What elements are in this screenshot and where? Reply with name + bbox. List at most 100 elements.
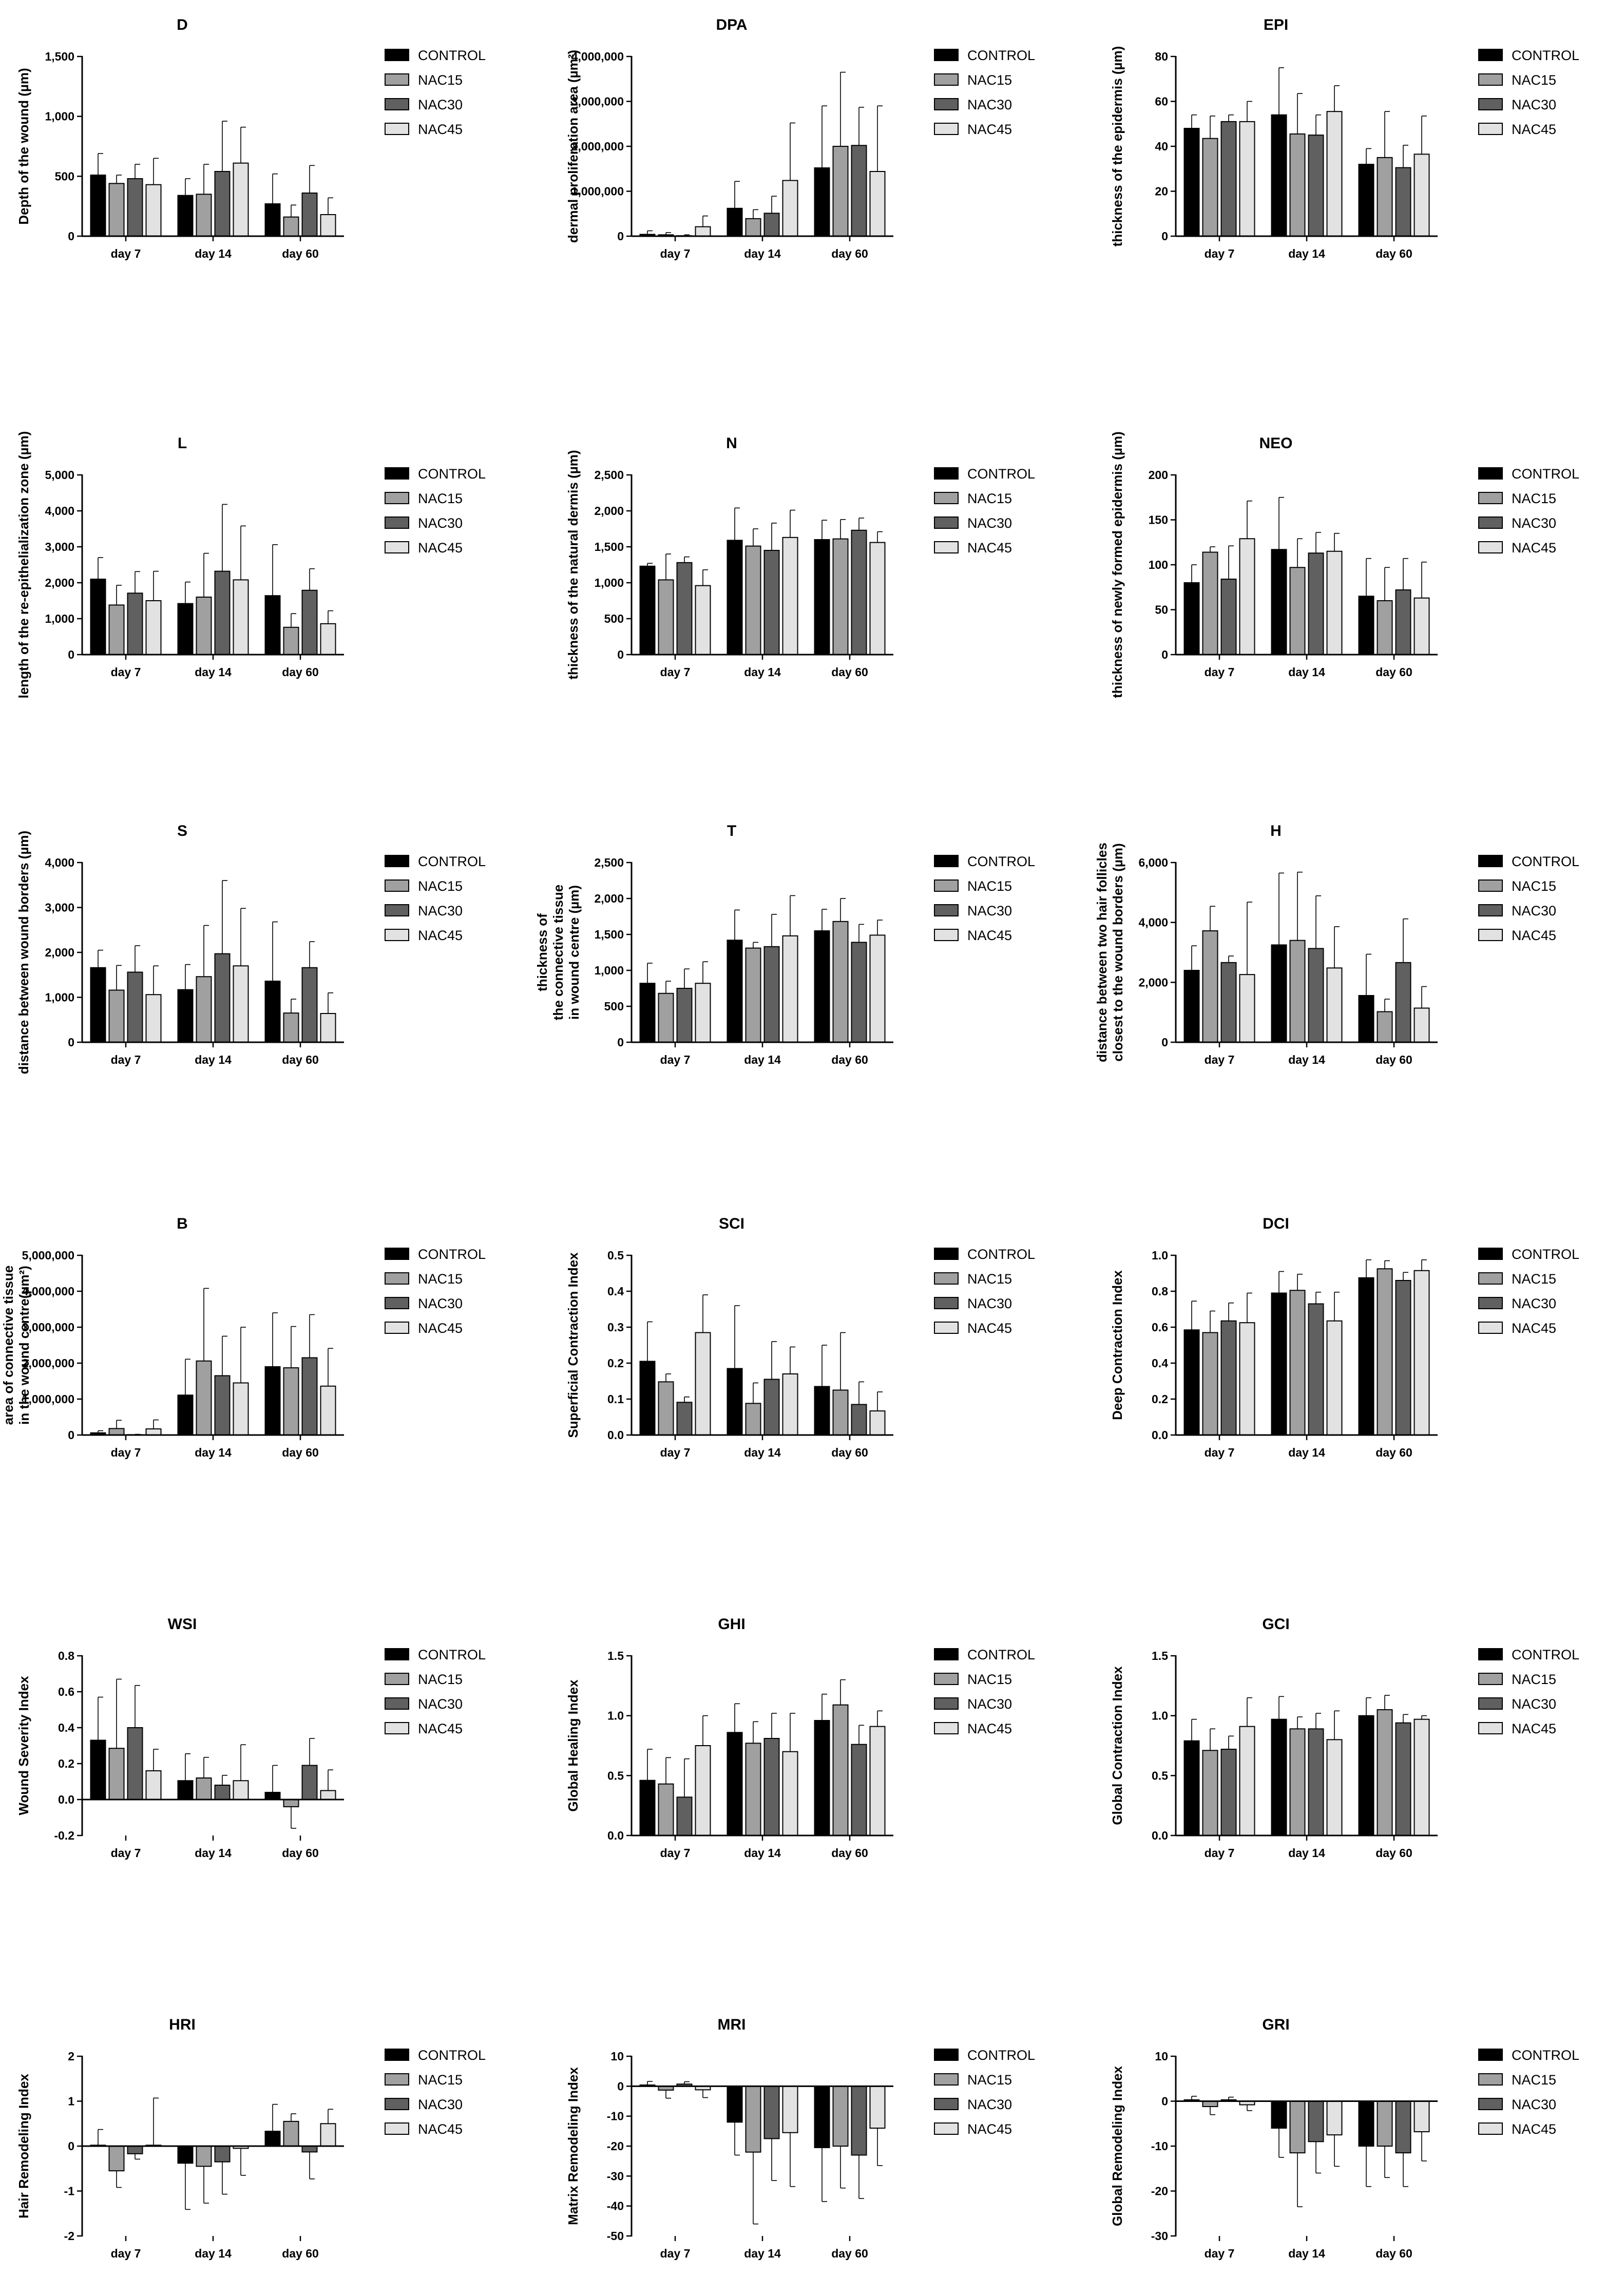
bar-nac45-day-60 [320, 2123, 336, 2147]
bar-nac30-day-14 [214, 2146, 231, 2163]
x-tick-label: day 14 [744, 2247, 781, 2260]
bar-nac15-day-60 [832, 921, 849, 1043]
y-tick-label: 0.3 [607, 1321, 624, 1334]
bar-nac30-day-60 [1395, 589, 1411, 655]
bar-nac45-day-14 [782, 180, 798, 237]
y-tick-label: 1,500 [594, 540, 624, 553]
legend-swatch-nac15 [385, 2073, 409, 2086]
legend-label-nac30: NAC30 [1512, 2097, 1556, 2112]
legend-swatch-control [385, 49, 409, 61]
y-tick-label: 0.5 [1152, 1769, 1168, 1782]
panel-title: L [178, 435, 187, 452]
y-tick-label: 0.4 [58, 1721, 74, 1734]
legend-swatch-control [1478, 1648, 1503, 1660]
bar-nac45-day-7 [145, 1770, 162, 1800]
bar-control-day-14 [177, 1394, 194, 1436]
panel-title: SCI [719, 1215, 744, 1232]
y-axis-label: Global Contraction Index [1110, 1666, 1125, 1825]
x-tick-label: day 14 [744, 247, 781, 260]
legend-swatch-nac15 [1478, 1673, 1503, 1685]
y-tick-label: 2,000 [594, 504, 624, 518]
bar-nac15-day-60 [832, 538, 849, 655]
y-tick-label: 0.4 [607, 1285, 624, 1298]
legend-swatch-nac15 [385, 1673, 409, 1685]
y-tick-label: 0 [1161, 2095, 1168, 2108]
bar-nac30-day-7 [676, 562, 693, 656]
bar-nac15-day-14 [745, 545, 761, 655]
bar-nac45-day-14 [233, 1382, 249, 1436]
legend-swatch-nac15 [1478, 2073, 1503, 2086]
y-tick-label: 4,000,000 [571, 50, 624, 63]
legend-label-control: CONTROL [967, 1647, 1035, 1662]
panel-title: EPI [1264, 16, 1288, 33]
bar-nac45-day-7 [1239, 121, 1255, 237]
x-tick-label: day 7 [1205, 2247, 1235, 2260]
bar-control-day-60 [814, 539, 830, 655]
bar-nac15-day-60 [1377, 1011, 1393, 1043]
bar-nac15-day-60 [283, 1012, 299, 1043]
y-tick-label: 100 [1149, 558, 1168, 571]
y-tick-label: 2,000 [45, 576, 74, 589]
legend-label-nac30: NAC30 [1512, 1696, 1556, 1712]
y-axis-label-line: thickness of the natural dermis (µm) [565, 450, 581, 680]
legend-swatch-nac15 [1478, 492, 1503, 504]
legend-swatch-control [385, 467, 409, 480]
bar-nac45-day-14 [1326, 111, 1343, 237]
bar-nac45-day-60 [1413, 1718, 1430, 1837]
legend-swatch-control [385, 855, 409, 867]
x-tick-label: day 7 [1205, 1446, 1235, 1459]
bar-nac30-day-60 [851, 1744, 867, 1837]
y-tick-label: 10 [1155, 2050, 1168, 2063]
y-tick-label: 150 [1149, 513, 1168, 527]
legend-swatch-nac45 [1478, 123, 1503, 135]
bar-nac30-day-14 [214, 171, 231, 237]
legend-label-control: CONTROL [1512, 48, 1579, 63]
y-tick-label: 0.2 [58, 1757, 74, 1770]
y-tick-label: 10 [610, 2050, 624, 2063]
panel-title: D [177, 16, 188, 33]
x-tick-label: day 7 [111, 247, 141, 260]
y-tick-label: 4,000 [45, 504, 74, 518]
panel-title: B [177, 1215, 188, 1232]
bar-control-day-60 [814, 930, 830, 1043]
legend-swatch-nac30 [1478, 1697, 1503, 1710]
bar-nac15-day-14 [196, 1360, 212, 1436]
y-tick-label: 1 [68, 2095, 74, 2108]
bar-control-day-7 [90, 967, 106, 1043]
bar-control-day-14 [727, 540, 743, 656]
bar-nac30-day-14 [214, 1785, 231, 1800]
bar-control-day-60 [814, 2086, 830, 2148]
y-tick-label: 40 [1155, 140, 1168, 153]
legend-swatch-nac45 [934, 1322, 959, 1334]
legend-label-nac15: NAC15 [418, 72, 463, 88]
x-tick-label: day 14 [1288, 1846, 1325, 1860]
bar-nac30-day-60 [301, 589, 318, 655]
legend-label-nac45: NAC45 [418, 540, 463, 556]
legend-label-nac15: NAC15 [1512, 491, 1556, 506]
bar-nac15-day-14 [196, 2146, 212, 2167]
y-tick-label: 3,000,000 [22, 1321, 74, 1334]
bar-nac15-day-14 [1289, 133, 1306, 237]
legend-swatch-nac45 [934, 2122, 959, 2135]
y-axis-label-line: thickness of the epidermis (µm) [1110, 46, 1125, 247]
bar-control-day-14 [177, 2146, 194, 2164]
bar-control-day-60 [264, 981, 281, 1043]
bar-nac30-day-14 [763, 550, 780, 655]
bar-nac30-day-60 [1395, 962, 1411, 1043]
legend-swatch-nac45 [385, 929, 409, 941]
bar-nac45-day-7 [1239, 538, 1255, 655]
x-tick-label: day 14 [1288, 1053, 1325, 1066]
x-tick-label: day 14 [744, 1446, 781, 1459]
legend-swatch-nac45 [1478, 929, 1503, 941]
y-tick-label: 1,000,000 [22, 1392, 74, 1406]
y-axis-label-line: Wound Severity Index [16, 1676, 31, 1815]
legend-label-nac30: NAC30 [967, 1296, 1012, 1311]
bar-nac45-day-14 [1326, 1739, 1343, 1836]
bar-nac45-day-14 [782, 2086, 798, 2133]
y-axis-label: dermal proliferation area (µm²) [565, 50, 581, 243]
legend-label-nac45: NAC45 [967, 2121, 1012, 2137]
x-tick-label: day 60 [282, 1846, 319, 1860]
bar-nac30-day-60 [851, 2086, 867, 2156]
y-axis-label: distance between two hair folliclesclose… [1094, 843, 1125, 1062]
x-tick-label: day 60 [831, 665, 868, 679]
